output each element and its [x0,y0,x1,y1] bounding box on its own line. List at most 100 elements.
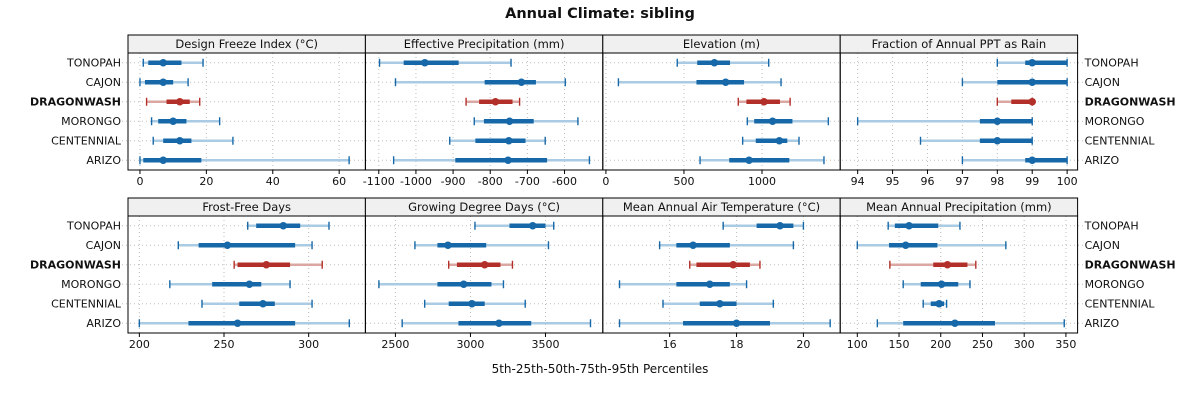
median-dot [729,260,738,269]
site-label-right-tonopah-row1: TONOPAH [1084,57,1139,70]
axis-tick-label: 96 [920,175,934,188]
interval-mean-annual-precipitation-mm-centennial [922,299,948,308]
axis-tick-label: -600 [552,175,577,188]
axis-tick-label: 250 [972,338,993,351]
interval-mean-annual-air-temperature-c-morongo [618,280,748,289]
axis-tick-label: 2500 [381,338,409,351]
interval-frost-free-days-cajon [177,241,313,250]
interval-effective-precipitation-mm-dragonwash [465,97,521,106]
median-dot [732,319,741,328]
percentiles-caption: 5th-25th-50th-75th-95th Percentiles [491,362,709,376]
axis-tick-label: 18 [730,338,744,351]
site-label-right-tonopah-row2: TONOPAH [1084,220,1139,233]
median-dot [905,221,913,230]
axis-tick-label: -700 [515,175,540,188]
interval-elevation-m-morongo [746,117,830,126]
axis-tick-label: 98 [990,175,1004,188]
interval-design-freeze-index-c-arizo [139,156,350,165]
median-dot [444,241,452,250]
panel-header [839,197,1079,217]
interval-mean-annual-precipitation-mm-arizo [876,319,1065,328]
axis-tick-label: 0 [136,175,143,188]
panel-border [364,52,604,171]
median-dot [459,280,468,289]
axis-tick-label: 20 [199,175,213,188]
site-label-left-morongo-row1: MORONGO [61,115,121,128]
panel-header-label: Growing Degree Days (°C) [408,200,560,214]
interval-mean-annual-air-temperature-c-tonopah [722,221,805,230]
interval-mean-annual-air-temperature-c-centennial [662,299,775,308]
axis-tick-label: -1000 [400,175,432,188]
axis-tick-label: 40 [266,175,280,188]
panel-header [839,34,1079,54]
site-label-right-morongo-row2: MORONGO [1085,278,1145,291]
median-dot [935,299,943,308]
interval-elevation-m-centennial [741,136,800,145]
median-dot [1028,156,1037,165]
axis-tick-label: 1000 [748,175,776,188]
interval-fraction-of-annual-ppt-as-rain-centennial [919,136,1033,145]
interval-fraction-of-annual-ppt-as-rain-morongo [856,117,1033,126]
axis-tick-label: 200 [930,338,951,351]
panel-border [839,52,1079,171]
median-dot [993,117,1002,126]
median-dot [233,319,242,328]
axis-tick-label: 300 [1014,338,1035,351]
site-label-left-centennial-row2: CENTENNIAL [51,298,122,311]
axis-tick-label: 94 [851,175,865,188]
median-dot [689,241,697,250]
site-label-left-cajon-row1: CAJON [86,76,121,89]
interval-fraction-of-annual-ppt-as-rain-cajon [961,78,1068,87]
axis-tick-label: 97 [955,175,969,188]
chart-title: Annual Climate: sibling [505,6,695,22]
panel-elevation-m: 0 500 1000 Elevation (m) [602,34,841,188]
median-dot [760,97,768,106]
site-label-left-centennial-row1: CENTENNIAL [51,135,122,148]
site-label-right-dragonwash-row2: DRAGONWASH [1085,259,1176,272]
interval-effective-precipitation-mm-arizo [392,156,591,165]
panel-header-label: Mean Annual Precipitation (mm) [866,200,1052,214]
site-label-right-cajon-row2: CAJON [1085,239,1120,252]
interval-effective-precipitation-mm-tonopah [378,58,512,67]
median-dot [901,241,910,250]
median-dot [505,136,513,145]
axis-tick-label: 100 [847,338,868,351]
site-label-left-dragonwash-row1: DRAGONWASH [30,96,121,109]
median-dot [776,221,784,230]
interval-mean-annual-air-temperature-c-dragonwash [689,260,761,269]
median-dot [259,299,267,308]
median-dot [721,78,730,87]
interval-growing-degree-days-c-cajon [414,241,550,250]
median-dot [1028,78,1037,87]
interval-growing-degree-days-c-dragonwash [447,260,514,269]
median-dot [951,319,959,328]
median-dot [491,97,500,106]
median-dot [495,319,503,328]
interval-frost-free-days-arizo [138,319,351,328]
panel-mean-annual-precipitation-mm: 100 150 200 250 300 350 Mean Annual Precipitat… [839,197,1079,351]
interval-mean-annual-precipitation-mm-morongo [902,280,971,289]
axis-tick-label: 250 [214,338,235,351]
axis-tick-label: -800 [478,175,503,188]
interval-effective-precipitation-mm-centennial [449,136,546,145]
interval-design-freeze-index-c-dragonwash [145,97,201,106]
site-label-right-morongo-row1: MORONGO [1085,115,1145,128]
interval-mean-annual-precipitation-mm-cajon [856,241,1007,250]
axis-tick-label: 500 [673,175,694,188]
panel-border [839,215,1079,334]
interval-frost-free-days-centennial [201,299,313,308]
axis-tick-label: -900 [441,175,466,188]
axis-tick-label: 150 [889,338,910,351]
median-dot [1028,58,1037,67]
site-label-left-cajon-row2: CAJON [86,239,121,252]
interval-frost-free-days-morongo [169,280,291,289]
median-dot [169,117,177,126]
median-dot [175,97,184,106]
axis-tick-label: 95 [886,175,900,188]
median-dot [468,299,476,308]
site-label-right-cajon-row1: CAJON [1085,76,1120,89]
median-dot [505,117,514,126]
median-dot [768,117,777,126]
interval-mean-annual-air-temperature-c-arizo [618,319,831,328]
